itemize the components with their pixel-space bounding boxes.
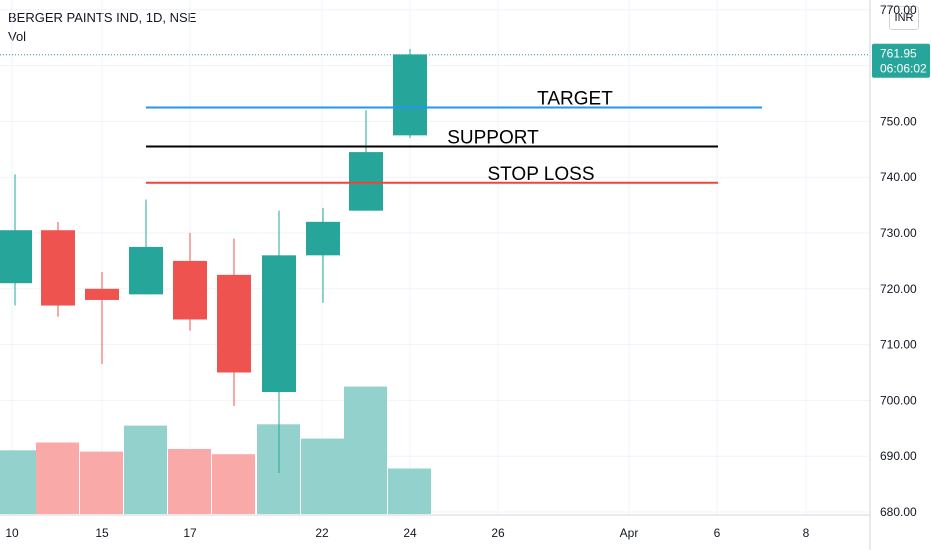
price-tick-label: 770.00	[880, 3, 917, 17]
time-tick-label: 15	[95, 526, 109, 540]
volume-bar	[36, 442, 79, 514]
price-tick-label: 750.00	[880, 114, 917, 128]
bar-countdown: 06:06:02	[880, 62, 927, 76]
price-tick-label: 740.00	[880, 170, 917, 184]
price-tick-label: 730.00	[880, 226, 917, 240]
volume-bar	[80, 451, 123, 514]
last-price-value: 761.95	[880, 47, 917, 61]
time-tick-label: 6	[714, 526, 721, 540]
volume-bar	[344, 386, 387, 514]
time-tick-label: 26	[491, 526, 505, 540]
volume-bar	[124, 425, 167, 514]
price-tick-label: 680.00	[880, 505, 917, 519]
candle-body	[129, 246, 163, 295]
time-tick-label: 22	[315, 526, 329, 540]
candle-body	[85, 288, 119, 300]
candle-body	[349, 152, 383, 211]
candle-body	[217, 274, 251, 373]
price-tick-label: 700.00	[880, 393, 917, 407]
time-tick-label: 17	[183, 526, 197, 540]
candle-body	[393, 54, 427, 136]
time-tick-label: 10	[5, 526, 19, 540]
target-label: TARGET	[537, 88, 613, 109]
price-tick-label: 690.00	[880, 449, 917, 463]
time-tick-label: 24	[403, 526, 417, 540]
volume-bar	[212, 454, 255, 514]
stop-loss-label: STOP LOSS	[487, 164, 594, 185]
time-tick-label: 8	[803, 526, 810, 540]
candle-body	[0, 230, 32, 284]
currency-button[interactable]: INR	[889, 6, 919, 30]
price-tick-label: 710.00	[880, 338, 917, 352]
volume-label: Vol	[8, 29, 27, 44]
volume-bar	[301, 438, 344, 514]
time-tick-label: Apr	[620, 526, 639, 540]
last-price-badge	[872, 43, 930, 78]
volume-bar	[168, 449, 211, 514]
volume-bar	[0, 450, 36, 514]
volume-bar	[388, 468, 431, 514]
price-tick-label: 720.00	[880, 282, 917, 296]
candle-body	[306, 221, 340, 256]
candle-body	[41, 230, 75, 306]
candle-body	[262, 255, 296, 393]
support-label: SUPPORT	[447, 128, 539, 149]
candle-body	[173, 260, 207, 320]
